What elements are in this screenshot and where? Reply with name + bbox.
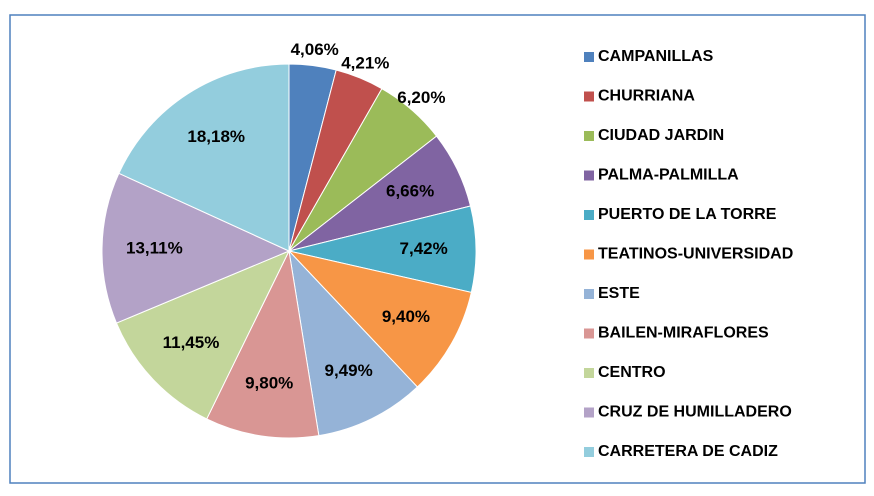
data-label: 6,20% bbox=[397, 88, 445, 107]
data-label: 4,21% bbox=[341, 53, 389, 72]
legend-label: ESTE bbox=[598, 285, 640, 302]
pie-slice bbox=[115, 250, 291, 420]
legend-swatch bbox=[584, 289, 594, 299]
pie-slice bbox=[206, 249, 320, 439]
data-label: 9,49% bbox=[324, 361, 372, 380]
legend-label: TEATINOS-UNIVERSIDAD bbox=[598, 246, 793, 263]
legend-label: CIUDAD JARDIN bbox=[598, 127, 724, 144]
data-label: 11,45% bbox=[163, 333, 220, 352]
legend-label: CRUZ DE HUMILLADERO bbox=[598, 404, 792, 421]
legend-swatch bbox=[584, 170, 594, 181]
data-label: 6,66% bbox=[386, 182, 434, 201]
legend-label: CAMPANILLAS bbox=[598, 48, 714, 65]
data-label: 9,40% bbox=[382, 307, 430, 326]
data-label: 18,18% bbox=[187, 127, 245, 146]
legend-swatch bbox=[584, 52, 594, 62]
legend-swatch bbox=[584, 407, 594, 418]
legend-swatch bbox=[584, 210, 594, 220]
data-label: 13,11% bbox=[126, 238, 183, 257]
legend-swatch bbox=[584, 91, 594, 102]
pie-slice bbox=[288, 249, 419, 437]
pie-slice bbox=[101, 172, 291, 324]
legend-swatch bbox=[584, 368, 594, 378]
legend-label: PALMA-PALMILLA bbox=[598, 167, 739, 184]
pie-slice bbox=[118, 63, 290, 252]
legend-swatch bbox=[584, 328, 594, 339]
data-label: 4,06% bbox=[291, 40, 339, 59]
legend-label: PUERTO DE LA TORRE bbox=[598, 206, 777, 223]
legend-swatch bbox=[584, 131, 594, 141]
data-label: 7,42% bbox=[400, 239, 448, 258]
legend-swatch bbox=[584, 447, 594, 457]
legend-label: CARRETERA DE CADIZ bbox=[598, 443, 778, 460]
pie-slice bbox=[287, 250, 472, 388]
legend-label: BAILEN-MIRAFLORES bbox=[598, 325, 769, 342]
legend-swatch bbox=[584, 249, 594, 260]
legend-label: CHURRIANA bbox=[598, 88, 695, 105]
legend-label: CENTRO bbox=[598, 364, 666, 381]
data-label: 9,80% bbox=[245, 374, 293, 393]
